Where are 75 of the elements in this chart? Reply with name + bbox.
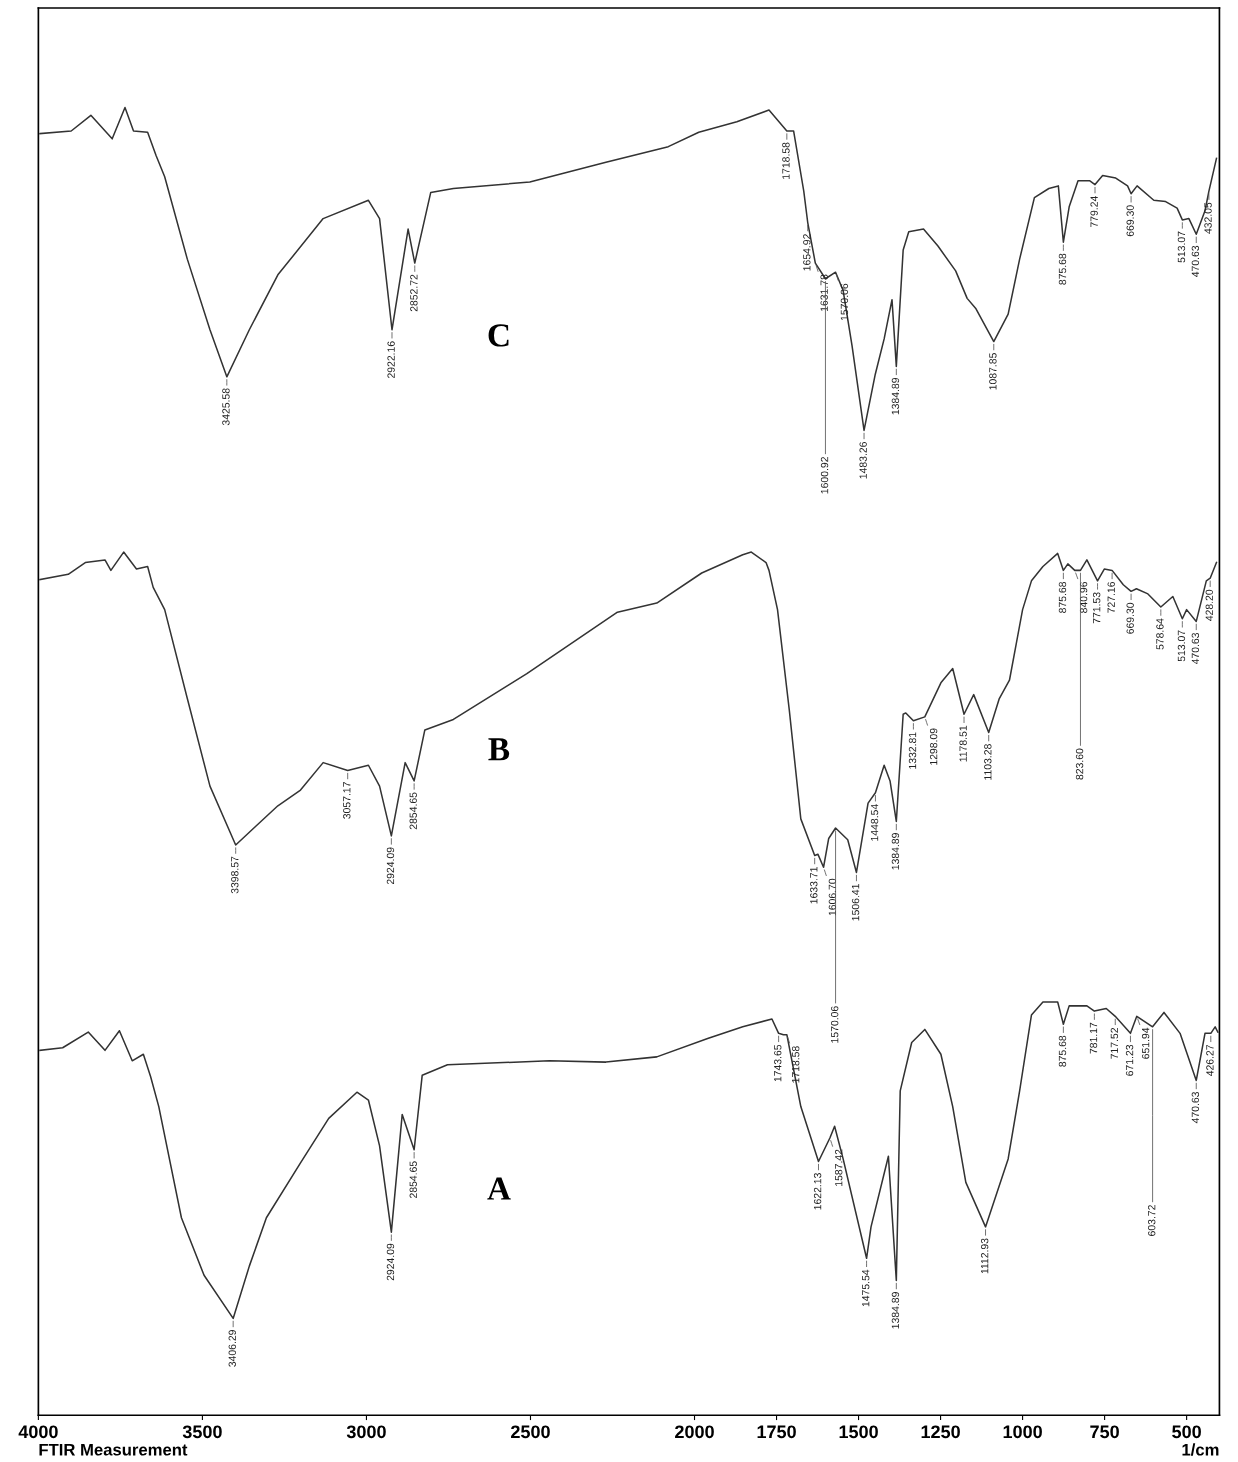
x-tick-label: 4000	[18, 1425, 58, 1439]
annotation: 603.72	[1148, 1205, 1156, 1236]
annotation: 513.07	[1177, 630, 1186, 662]
annotation: 1622.13	[813, 1173, 822, 1210]
annotation: 1506.41	[851, 884, 860, 921]
annotation: 717.52	[1110, 1027, 1119, 1059]
x-tick-label: 3000	[346, 1425, 386, 1439]
annotation: 428.20	[1205, 589, 1213, 621]
annotation: 840.96	[1079, 581, 1088, 613]
annotation: 578.64	[1156, 618, 1164, 650]
x-tick-label: 500	[1172, 1425, 1201, 1439]
annotation: 1606.70	[828, 878, 837, 916]
annotation: 875.68	[1058, 1035, 1067, 1067]
annotation: 1570.06	[840, 283, 849, 321]
annotation: 2854.65	[409, 1161, 417, 1198]
x-tick-label: 2000	[675, 1425, 714, 1439]
x-tick-label: 1500	[839, 1425, 878, 1439]
annotation: 1332.81	[908, 732, 917, 769]
annotation: 3057.17	[343, 782, 351, 819]
annotation: 823.60	[1075, 748, 1084, 780]
annotation: 1475.54	[862, 1269, 870, 1307]
annotation: 669.30	[1126, 205, 1134, 237]
annotation: 1087.85	[989, 353, 997, 390]
annotation: 875.68	[1058, 581, 1067, 613]
annotation: 3398.57	[231, 856, 239, 894]
annotation: 2852.72	[410, 274, 418, 312]
annotation: 1600.92	[820, 457, 829, 494]
annotation: 2924.09	[386, 1243, 395, 1281]
annotation: 2924.09	[386, 847, 395, 885]
annotation: 771.53	[1092, 592, 1101, 624]
x-tick-label: 1000	[1003, 1425, 1042, 1439]
annotation: 651.94	[1141, 1027, 1150, 1059]
text: A	[487, 1177, 511, 1200]
text: C	[488, 324, 509, 347]
annotation: 432.05	[1204, 202, 1212, 234]
annotation: 671.23	[1125, 1044, 1134, 1076]
annotation: 1384.89	[891, 377, 900, 415]
annotation: 1654.92	[803, 234, 811, 271]
annotation: 1178.51	[959, 725, 967, 762]
annotation: 1631.78	[820, 274, 828, 312]
x-tick-label: 750	[1090, 1425, 1119, 1439]
annotation: 669.30	[1126, 602, 1134, 634]
annotation: 1633.71	[810, 867, 818, 904]
annotation: 470.63	[1191, 245, 1200, 278]
annotation: 1448.54	[870, 804, 879, 841]
text: FTIR Measurement	[39, 1443, 188, 1456]
annotation: 470.63	[1191, 1091, 1200, 1124]
annotation: 1570.06	[830, 1006, 839, 1043]
annotation: 727.16	[1107, 581, 1115, 613]
annotation: 1384.89	[891, 833, 900, 870]
annotation: 426.27	[1206, 1044, 1214, 1077]
annotation: 470.63	[1191, 632, 1200, 665]
annotation: 1112.93	[980, 1238, 989, 1274]
series-label: B	[488, 738, 510, 761]
x-tick-label: 1750	[757, 1425, 796, 1439]
annotation: 513.07	[1177, 231, 1186, 263]
annotation: 2854.65	[409, 792, 417, 830]
annotation: 1298.09	[929, 728, 938, 765]
annotation: 1384.89	[891, 1292, 900, 1329]
annotation: 3406.29	[228, 1330, 236, 1367]
annotation: 1718.58	[782, 142, 790, 179]
annotation: 1718.58	[791, 1046, 800, 1083]
annotation: 779.24	[1090, 196, 1098, 228]
x-tick-label: 3500	[182, 1425, 222, 1439]
x-tick-label: 2500	[511, 1425, 550, 1439]
annotation: 781.17	[1089, 1022, 1098, 1054]
annotation: 3425.58	[222, 388, 230, 426]
annotation: 1103.28	[984, 744, 992, 780]
annotation: 1743.65	[774, 1044, 782, 1082]
x-tick-label: 1250	[921, 1425, 960, 1439]
annotation: 2922.16	[387, 341, 395, 378]
annotation: 875.68	[1058, 253, 1067, 285]
x-axis-title: 1/cm	[1182, 1443, 1219, 1456]
annotation: 1483.26	[859, 442, 867, 479]
annotation: 1587.42	[835, 1149, 843, 1186]
